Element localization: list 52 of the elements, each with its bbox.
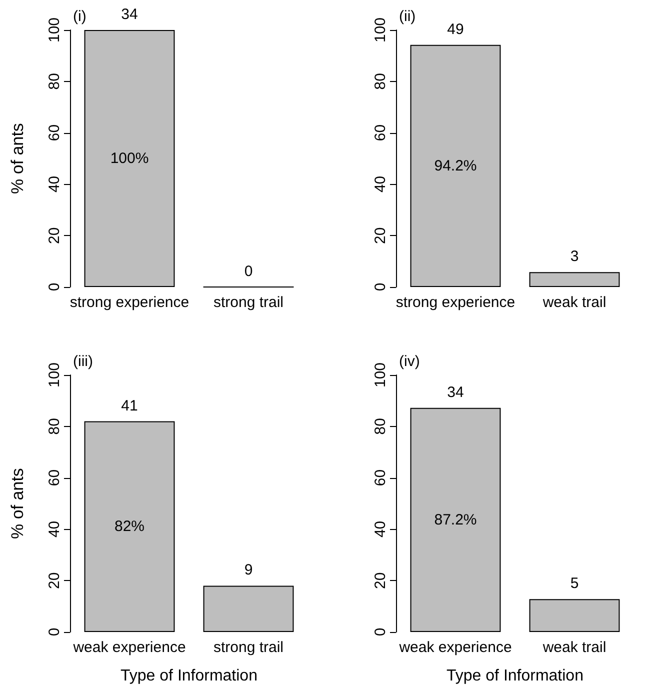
y-tick-label: 100 bbox=[372, 362, 389, 388]
annotation: 87.2% bbox=[434, 511, 477, 528]
x-tick-label: strong trail bbox=[213, 294, 284, 311]
annotation: 34 bbox=[121, 6, 138, 23]
chart-title: (iv) bbox=[399, 353, 420, 370]
y-tick-label: 80 bbox=[372, 73, 389, 90]
x-axis-title: Type of Information bbox=[446, 668, 584, 684]
annotation: 49 bbox=[447, 20, 464, 38]
annotation: 0 bbox=[244, 263, 253, 280]
x-tick-label: weak experience bbox=[72, 639, 186, 656]
y-tick-label: 60 bbox=[372, 469, 389, 486]
y-tick-label: 60 bbox=[372, 124, 389, 142]
annotation: 5 bbox=[570, 575, 579, 592]
y-tick-label: 80 bbox=[46, 73, 63, 90]
y-tick-label: 20 bbox=[372, 572, 389, 589]
y-tick-label: 80 bbox=[372, 418, 389, 435]
annotation: 41 bbox=[121, 397, 138, 414]
y-tick-label: 60 bbox=[46, 469, 63, 486]
y-tick-label: 0 bbox=[372, 282, 389, 292]
y-tick-label: 20 bbox=[46, 572, 63, 589]
annotation: 82% bbox=[114, 518, 145, 536]
annotation: 100% bbox=[110, 150, 149, 167]
y-axis-title: % of ants bbox=[8, 468, 27, 539]
y-tick-label: 20 bbox=[46, 227, 63, 244]
chart-title: (ii) bbox=[399, 8, 416, 25]
y-tick-label: 40 bbox=[46, 520, 63, 538]
x-tick-label: strong experience bbox=[70, 294, 190, 311]
x-tick-label: weak experience bbox=[398, 639, 512, 656]
x-tick-label: weak trail bbox=[542, 639, 606, 656]
x-tick-label: strong trail bbox=[213, 639, 284, 656]
y-tick-label: 40 bbox=[372, 176, 389, 193]
y-tick-label: 40 bbox=[372, 520, 389, 538]
y-tick-label: 80 bbox=[46, 418, 63, 435]
x-tick-label: weak trail bbox=[542, 294, 606, 311]
annotation: 34 bbox=[447, 384, 464, 401]
y-axis-title: % of ants bbox=[8, 123, 27, 194]
x-axis-title: Type of Information bbox=[120, 668, 258, 684]
y-tick-label: 60 bbox=[46, 124, 63, 142]
x-tick-label: strong experience bbox=[396, 294, 516, 311]
chart-title: (iii) bbox=[73, 353, 93, 370]
annotation: 3 bbox=[570, 248, 579, 266]
annotation: 9 bbox=[244, 562, 253, 579]
y-tick-label: 0 bbox=[46, 282, 63, 292]
chart-title: (i) bbox=[73, 8, 86, 25]
y-tick-label: 100 bbox=[46, 362, 63, 388]
y-tick-label: 100 bbox=[372, 17, 389, 43]
y-tick-label: 0 bbox=[46, 628, 63, 636]
y-tick-label: 100 bbox=[46, 17, 63, 43]
y-tick-label: 20 bbox=[372, 227, 389, 244]
annotation: 94.2% bbox=[434, 157, 477, 174]
y-tick-label: 40 bbox=[46, 176, 63, 193]
y-tick-label: 0 bbox=[372, 628, 389, 636]
